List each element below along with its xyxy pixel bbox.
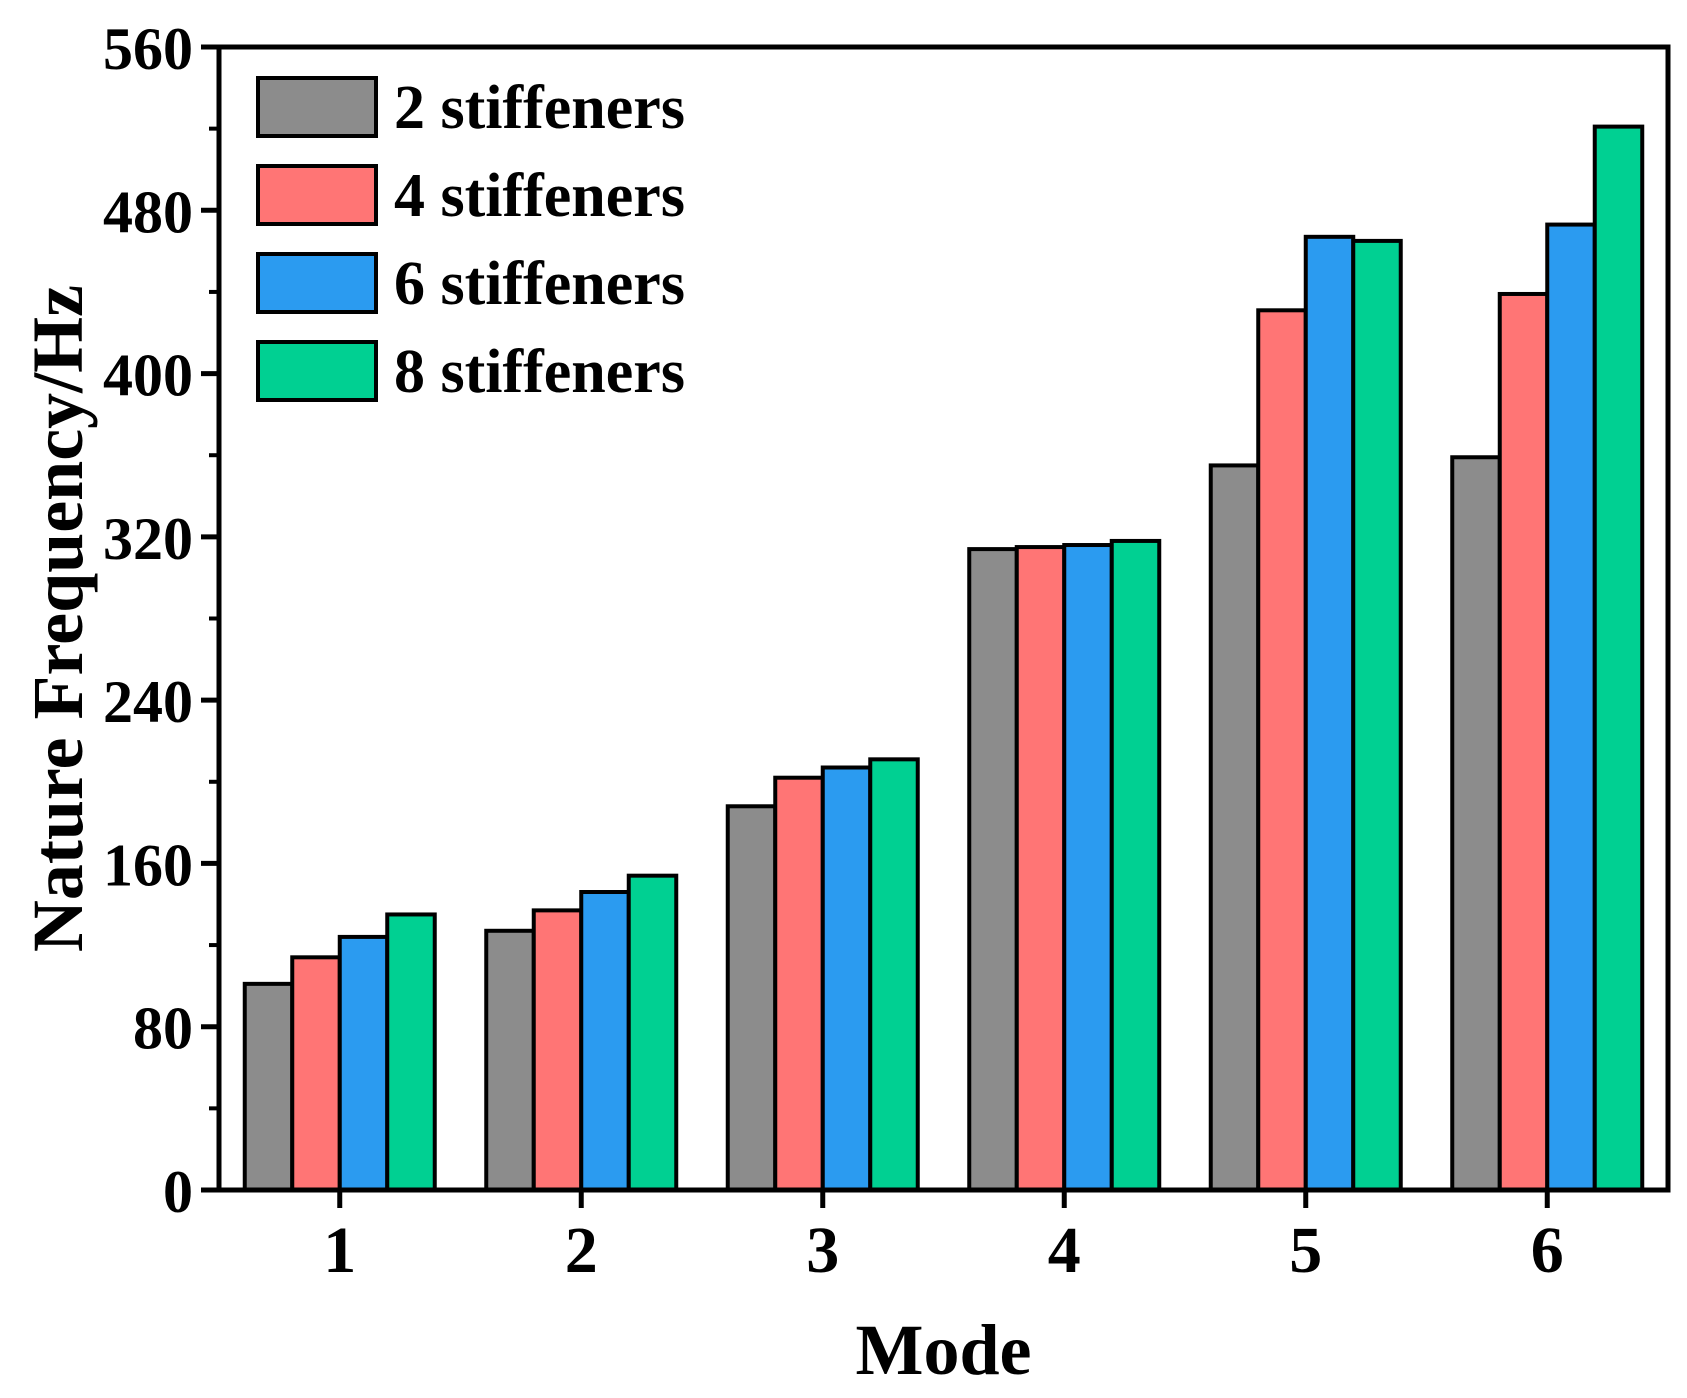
bars <box>242 124 1645 1193</box>
x-axis-title: Mode <box>856 1310 1032 1390</box>
bar <box>1256 308 1308 1192</box>
bar <box>242 981 295 1193</box>
legend: 2 stiffeners 4 stiffeners 6 stiffeners 8 st… <box>256 74 685 406</box>
bar <box>1592 124 1645 1192</box>
bar <box>290 955 342 1193</box>
bar <box>1303 234 1356 1192</box>
bar <box>1014 545 1067 1192</box>
bar <box>626 873 679 1192</box>
bar <box>967 547 1019 1192</box>
legend-swatch <box>256 164 378 226</box>
x-tick-label: 6 <box>1531 1214 1564 1287</box>
plot-frame <box>216 44 1671 1193</box>
bar <box>1109 538 1162 1192</box>
bar <box>725 804 778 1192</box>
y-axis-title: Nature Frequency/Hz <box>18 285 98 952</box>
y-tick-label: 480 <box>103 179 193 245</box>
x-tick-label: 5 <box>1289 1214 1322 1287</box>
legend-label: 8 stiffeners <box>394 338 685 406</box>
bar <box>1351 238 1403 1192</box>
bar <box>1062 543 1114 1192</box>
bar <box>337 934 390 1193</box>
bar <box>1208 463 1261 1193</box>
x-tick-label: 1 <box>323 1214 356 1287</box>
y-tick-label: 240 <box>103 669 193 735</box>
bar <box>484 928 536 1192</box>
x-tick-label: 3 <box>806 1214 839 1287</box>
legend-label: 6 stiffeners <box>394 250 685 318</box>
bar <box>773 775 825 1192</box>
y-tick-label: 320 <box>103 506 193 572</box>
y-tick-label: 560 <box>103 16 193 82</box>
bar <box>531 908 584 1193</box>
x-tick-label: 4 <box>1048 1214 1081 1287</box>
legend-swatch <box>256 252 378 314</box>
y-tick-label: 80 <box>133 996 193 1062</box>
bar <box>868 757 920 1192</box>
tick-labels: 0 80 160 240 320 400 480 560 1 2 3 4 5 6 <box>103 16 1564 1287</box>
bar <box>1497 291 1550 1192</box>
bar <box>820 765 873 1193</box>
bar <box>385 912 437 1193</box>
bar <box>1545 222 1597 1192</box>
legend-swatch <box>256 76 378 138</box>
x-tick-label: 2 <box>565 1214 598 1287</box>
y-tick-label: 160 <box>103 832 193 898</box>
legend-label: 2 stiffeners <box>394 74 685 142</box>
y-tick-label: 400 <box>103 343 193 409</box>
bar <box>579 890 631 1193</box>
bar <box>1450 455 1502 1192</box>
legend-label: 4 stiffeners <box>394 162 685 230</box>
legend-swatch <box>256 340 378 402</box>
y-tick-label: 0 <box>163 1159 193 1225</box>
